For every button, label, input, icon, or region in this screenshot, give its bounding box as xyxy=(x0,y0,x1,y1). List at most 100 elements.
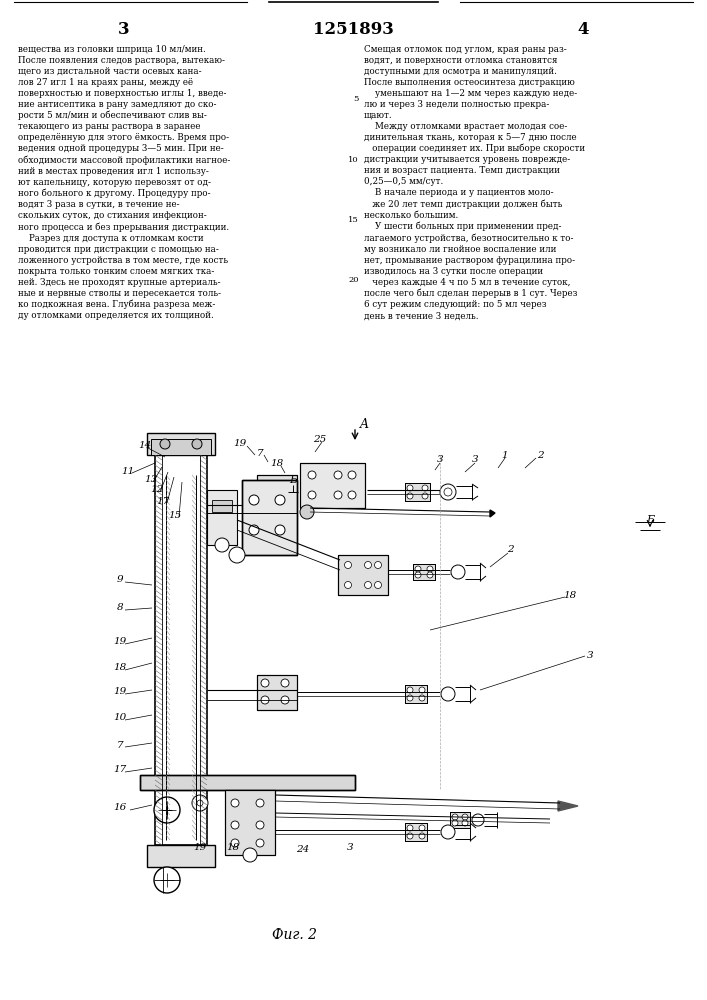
Circle shape xyxy=(427,572,433,578)
Circle shape xyxy=(160,439,170,449)
Circle shape xyxy=(256,839,264,847)
Polygon shape xyxy=(558,801,578,811)
Text: 1251893: 1251893 xyxy=(313,21,394,38)
Circle shape xyxy=(197,800,203,806)
Circle shape xyxy=(427,566,433,572)
Bar xyxy=(140,775,355,790)
Circle shape xyxy=(419,825,425,831)
Circle shape xyxy=(154,867,180,893)
Text: 1: 1 xyxy=(502,452,508,460)
Text: 15: 15 xyxy=(348,216,359,224)
Circle shape xyxy=(261,679,269,687)
Text: 20: 20 xyxy=(349,276,359,284)
Circle shape xyxy=(281,696,289,704)
Text: 24: 24 xyxy=(296,846,310,854)
Text: 11: 11 xyxy=(122,466,134,476)
Bar xyxy=(242,480,297,555)
Circle shape xyxy=(275,525,285,535)
Circle shape xyxy=(275,495,285,505)
Bar xyxy=(300,463,365,508)
Bar xyxy=(405,823,427,841)
Circle shape xyxy=(472,814,484,826)
Bar xyxy=(413,564,435,580)
Circle shape xyxy=(444,488,452,496)
Circle shape xyxy=(462,820,468,826)
Text: 3: 3 xyxy=(346,844,354,852)
Text: 15: 15 xyxy=(168,510,182,520)
Circle shape xyxy=(308,471,316,479)
Text: 16: 16 xyxy=(113,804,127,812)
Circle shape xyxy=(249,495,259,505)
Bar xyxy=(207,490,237,545)
Text: 13: 13 xyxy=(144,476,158,485)
Bar xyxy=(212,500,232,512)
Text: 19: 19 xyxy=(113,688,127,696)
Text: 18: 18 xyxy=(270,460,284,468)
Bar xyxy=(405,685,427,703)
Circle shape xyxy=(441,825,455,839)
Bar xyxy=(225,790,275,855)
Bar xyxy=(242,480,297,555)
Circle shape xyxy=(308,491,316,499)
Text: 18: 18 xyxy=(226,844,240,852)
Text: 14: 14 xyxy=(139,440,151,450)
Bar xyxy=(405,685,427,703)
Circle shape xyxy=(415,572,421,578)
Circle shape xyxy=(441,687,455,701)
Bar xyxy=(338,555,388,595)
Text: 18: 18 xyxy=(563,590,577,599)
Circle shape xyxy=(229,547,245,563)
Circle shape xyxy=(192,795,208,811)
Circle shape xyxy=(419,687,425,693)
Circle shape xyxy=(256,821,264,829)
Text: 10: 10 xyxy=(349,156,359,164)
Bar xyxy=(405,483,430,501)
Text: 3: 3 xyxy=(437,456,443,464)
Bar xyxy=(151,439,211,455)
Circle shape xyxy=(348,471,356,479)
Circle shape xyxy=(375,582,382,588)
Bar xyxy=(450,812,470,828)
Circle shape xyxy=(422,485,428,491)
Circle shape xyxy=(231,799,239,807)
Text: 17: 17 xyxy=(113,766,127,774)
Circle shape xyxy=(452,820,458,826)
Circle shape xyxy=(462,814,468,820)
Bar xyxy=(225,790,275,855)
Text: Фиг. 2: Фиг. 2 xyxy=(272,928,317,942)
Circle shape xyxy=(451,565,465,579)
Circle shape xyxy=(249,525,259,535)
Bar xyxy=(405,483,430,501)
Circle shape xyxy=(365,582,371,588)
Text: 3: 3 xyxy=(587,650,593,660)
Circle shape xyxy=(407,695,413,701)
Text: 2: 2 xyxy=(507,546,513,554)
Text: 25: 25 xyxy=(313,436,327,444)
Bar xyxy=(405,823,427,841)
Bar xyxy=(257,475,297,493)
Text: 4: 4 xyxy=(578,21,589,38)
Circle shape xyxy=(334,491,342,499)
Circle shape xyxy=(344,562,351,568)
Text: 7: 7 xyxy=(257,448,263,458)
Circle shape xyxy=(243,848,257,862)
Bar xyxy=(338,555,388,595)
Text: Б: Б xyxy=(646,515,654,525)
Bar xyxy=(450,812,470,828)
Bar xyxy=(147,845,215,867)
Circle shape xyxy=(407,687,413,693)
Text: 8: 8 xyxy=(117,603,123,612)
Circle shape xyxy=(192,439,202,449)
Bar xyxy=(257,675,297,710)
Bar xyxy=(257,675,297,710)
Text: 19: 19 xyxy=(233,438,247,448)
Circle shape xyxy=(154,797,180,823)
Text: вещества из головки шприца 10 мл/мин.
После появления следов раствора, вытекаю-
: вещества из головки шприца 10 мл/мин. По… xyxy=(18,45,230,320)
Circle shape xyxy=(344,582,351,588)
Circle shape xyxy=(231,839,239,847)
Text: 5: 5 xyxy=(354,95,359,103)
Circle shape xyxy=(407,493,413,499)
Circle shape xyxy=(407,825,413,831)
Circle shape xyxy=(440,484,456,500)
Text: 17: 17 xyxy=(156,496,170,506)
